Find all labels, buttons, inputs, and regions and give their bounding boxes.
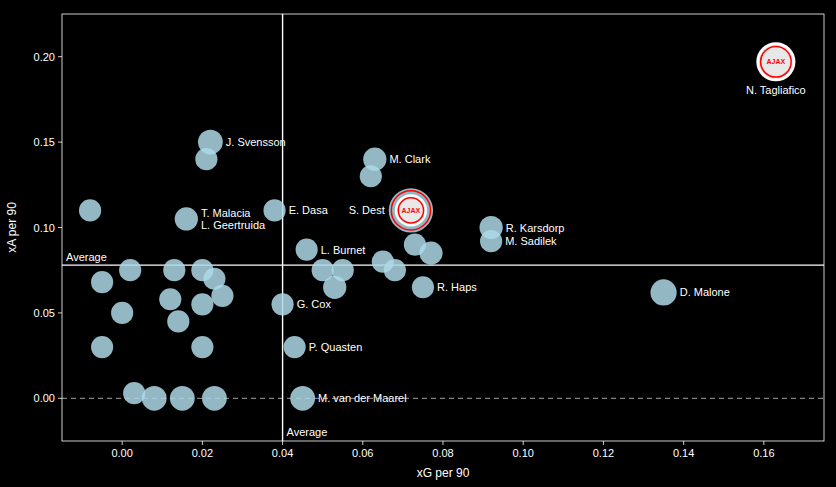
bubble	[263, 199, 285, 221]
bubble	[163, 259, 185, 281]
bubble	[296, 239, 318, 261]
bubble	[167, 310, 189, 332]
point-label: R. Haps	[437, 281, 477, 293]
point-label: P. Quasten	[309, 341, 363, 353]
y-tick-label: 0.15	[34, 136, 55, 148]
bubble	[202, 386, 227, 411]
x-tick-label: 0.10	[512, 447, 533, 459]
logo-highlight-ring	[391, 191, 430, 230]
bubble	[123, 382, 145, 404]
logo: AJAX	[391, 191, 430, 230]
y-tick	[58, 142, 62, 143]
y-tick-label: 0.20	[34, 51, 55, 63]
y-tick-label: 0.00	[34, 392, 55, 404]
bubble	[195, 148, 217, 170]
bubble	[170, 386, 195, 411]
x-tick-label: 0.06	[352, 447, 373, 459]
y-tick	[58, 227, 62, 228]
bubble	[191, 336, 213, 358]
bubble	[419, 241, 442, 264]
reference-line	[282, 14, 283, 441]
x-tick-label: 0.14	[673, 447, 694, 459]
logo-label: N. Tagliafico	[746, 84, 806, 96]
x-axis-label: xG per 90	[417, 466, 470, 480]
bubble	[111, 302, 133, 324]
bubble	[360, 165, 382, 187]
logo-ring	[398, 198, 423, 223]
logo-inner	[397, 196, 425, 224]
point-label: S. Dest	[349, 204, 385, 216]
x-tick-label: 0.00	[111, 447, 132, 459]
point-label: M. Sadilek	[505, 235, 557, 247]
logo-outer	[756, 42, 795, 81]
logo: AJAX	[756, 42, 795, 81]
reference-label: Average	[287, 426, 328, 438]
bubble	[384, 259, 406, 281]
plot-frame	[62, 14, 824, 441]
point-label: J. Svensson	[226, 136, 286, 148]
bubble	[271, 293, 293, 315]
point-label: T. MalaciaL. Geertruida	[201, 207, 266, 232]
point-label: D. Malone	[680, 286, 730, 298]
point-label: G. Cox	[297, 298, 332, 310]
x-tick	[683, 441, 684, 445]
bubble	[142, 386, 167, 411]
bubble	[389, 188, 433, 232]
bubble	[412, 276, 434, 298]
point-label: L. Burnet	[321, 244, 366, 256]
point-label: E. Dasa	[289, 204, 329, 216]
labels: Average Average T. MalaciaL. Geertruida J. …	[66, 84, 806, 438]
plot-area	[62, 14, 824, 441]
bubble	[119, 259, 141, 281]
y-tick	[58, 56, 62, 57]
x-tick	[282, 441, 283, 445]
bubble	[79, 199, 101, 221]
x-tick	[443, 441, 444, 445]
point-label: M. van der Maarel	[318, 392, 407, 404]
y-tick	[58, 312, 62, 313]
bubble	[290, 386, 315, 411]
y-tick	[58, 398, 62, 399]
bubble	[159, 288, 181, 310]
chart: Average Average T. MalaciaL. Geertruida J. …	[0, 0, 836, 487]
logo-ring	[761, 47, 792, 78]
bubble	[91, 271, 113, 293]
x-tick-label: 0.16	[753, 447, 774, 459]
x-tick-label: 0.02	[192, 447, 213, 459]
x-tick-label: 0.08	[432, 447, 453, 459]
x-tick	[603, 441, 604, 445]
bubble	[175, 207, 198, 230]
point-label: R. Karsdorp	[506, 222, 565, 234]
bubble	[91, 336, 113, 358]
logo-text: AJAX	[402, 207, 421, 214]
point-label: M. Clark	[389, 153, 430, 165]
bubble	[211, 285, 233, 307]
y-tick-label: 0.05	[34, 307, 55, 319]
bubble	[650, 279, 676, 305]
x-tick	[763, 441, 764, 445]
x-tick	[202, 441, 203, 445]
x-tick-label: 0.04	[272, 447, 293, 459]
bubble	[284, 336, 306, 358]
bubble	[332, 259, 354, 281]
logo-inner	[759, 45, 793, 79]
bubble	[480, 230, 502, 252]
x-tick-label: 0.12	[593, 447, 614, 459]
x-tick	[122, 441, 123, 445]
x-tick	[523, 441, 524, 445]
y-tick-label: 0.10	[34, 222, 55, 234]
y-axis-label: xA per 90	[5, 202, 19, 253]
logo-text: AJAX	[767, 58, 786, 65]
reference-label: Average	[66, 251, 107, 263]
x-tick	[362, 441, 363, 445]
logo-outer	[395, 194, 427, 226]
bubble	[191, 293, 213, 315]
background	[0, 0, 836, 487]
